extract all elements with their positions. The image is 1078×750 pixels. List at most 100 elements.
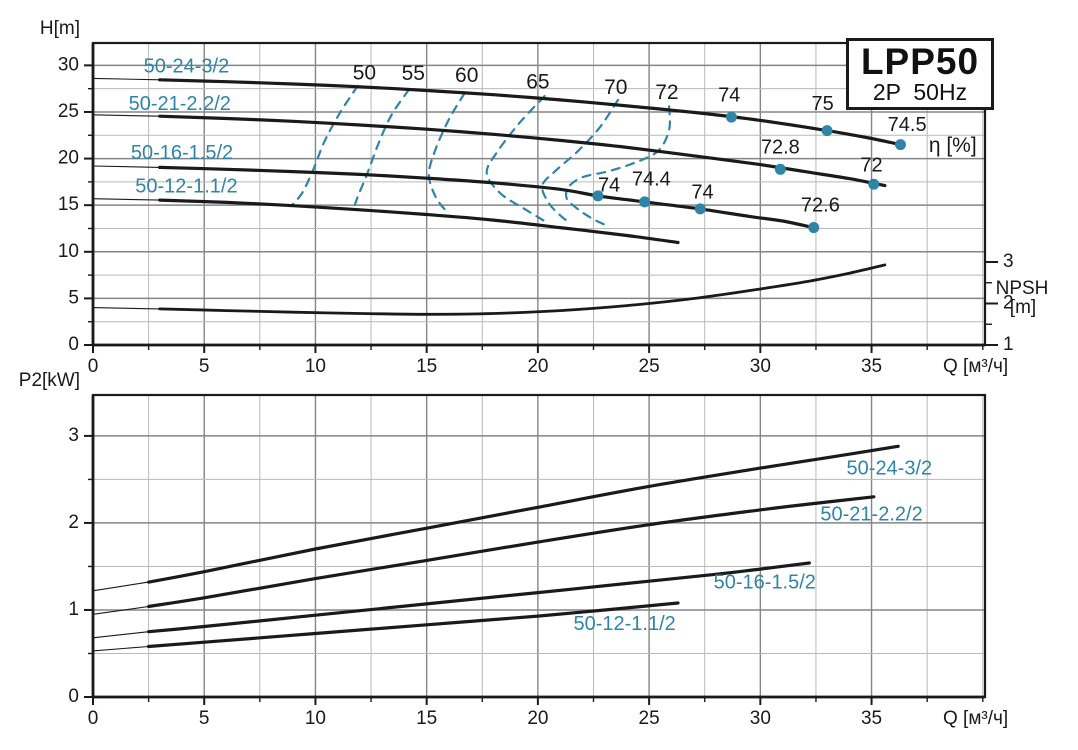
efficiency-contour-60 [427, 92, 466, 213]
x-axis-title: Q [м³/ч] [943, 708, 1008, 729]
y-tick-label: 25 [58, 101, 79, 122]
x-tick-label: 20 [527, 356, 548, 377]
efficiency-value-label: 72 [860, 154, 882, 176]
y-tick-label: 20 [58, 148, 79, 169]
model-title-box: LPP50 2P 50Hz [846, 38, 994, 110]
pump-curve-50-21-2.2/2 [147, 495, 876, 609]
efficiency-value-label: 74.5 [888, 114, 927, 136]
curve-leadin-50-16-1.5/2 [92, 165, 160, 168]
efficiency-contour-label: 50 [353, 61, 376, 84]
x-tick-label: 5 [199, 708, 210, 729]
y-tick-label: 30 [58, 54, 79, 75]
pump-model-name: LPP50 [860, 40, 980, 82]
x-tick-label: 5 [199, 356, 210, 377]
x-tick-label: 0 [88, 356, 99, 377]
pump-curve-50-24-3/2 [147, 444, 900, 584]
x-tick-label: 30 [750, 708, 771, 729]
curve-label-50-12-1.1/2: 50-12-1.1/2 [135, 175, 237, 197]
y-axis-title: P2[kW] [19, 370, 80, 391]
efficiency-contour-55 [352, 88, 410, 211]
x-tick-label: 10 [305, 356, 326, 377]
efficiency-contour-label: 72 [655, 81, 678, 104]
efficiency-value-label: 72.6 [801, 194, 840, 216]
grid [93, 395, 985, 697]
y-tick-label: 5 [68, 287, 79, 308]
efficiency-contours: 50 55 60 65 70 72 [289, 61, 679, 227]
efficiency-dot [868, 178, 880, 190]
efficiency-dot [894, 139, 906, 151]
efficiency-dot [694, 203, 706, 215]
efficiency-dot [808, 222, 820, 234]
x-tick-label: 30 [750, 356, 771, 377]
x-tick-label: 20 [527, 708, 548, 729]
efficiency-points: 74 75 74.5 72.8 72 74 74.4 74 72.6 [592, 84, 927, 234]
pump-curve-50-16-1.5/2 [158, 165, 816, 230]
npsh-curve-leadin [92, 307, 160, 310]
x-tick-label: 15 [416, 708, 437, 729]
y-tick-label: 1 [68, 599, 79, 620]
npsh-tick-label: 3 [1003, 251, 1014, 272]
efficiency-contour-65 [485, 95, 551, 225]
plot-frame [91, 393, 987, 699]
x-tick-label: 35 [861, 356, 882, 377]
curve-leadin-50-12-1.1/2 [92, 645, 149, 652]
curve-leadin-50-16-1.5/2 [92, 631, 149, 639]
efficiency-dot [639, 196, 651, 208]
efficiency-value-label: 74 [718, 84, 740, 106]
npsh-tick-label: 1 [1003, 334, 1014, 355]
curve-label-50-16-1.5/2: 50-16-1.5/2 [131, 142, 233, 164]
efficiency-contour-72 [564, 105, 672, 227]
curve-leadin-50-24-3/2 [92, 77, 160, 81]
curve-label-50-21-2.2/2: 50-21-2.2/2 [820, 503, 922, 525]
eta-axis-label: η [%] [929, 134, 977, 157]
pump-curve-50-12-1.1/2 [147, 601, 680, 649]
curve-leadin-50-21-2.2/2 [92, 114, 160, 117]
grid [93, 43, 985, 345]
head-chart: 50 55 60 65 70 7250-24-3/250-21-2.2/250-16-1.… [40, 18, 1049, 377]
x-tick-label: 15 [416, 356, 437, 377]
pump-curve-50-12-1.1/2 [158, 198, 680, 245]
efficiency-contour-label: 60 [455, 64, 478, 87]
curve-label-50-21-2.2/2: 50-21-2.2/2 [129, 93, 231, 115]
efficiency-value-label: 74 [691, 181, 713, 203]
curve-leadin-50-21-2.2/2 [92, 605, 149, 615]
npsh-curve [158, 263, 887, 316]
npsh-axis-title: NPSH [996, 278, 1049, 299]
y-axis-title: H[m] [40, 18, 80, 39]
efficiency-dot [774, 163, 786, 175]
curve-label-50-16-1.5/2: 50-16-1.5/2 [714, 571, 816, 593]
curve-label-50-24-3/2: 50-24-3/2 [847, 457, 933, 479]
pump-curve-50-16-1.5/2 [147, 561, 811, 634]
curve-leadin-50-24-3/2 [92, 581, 149, 592]
y-tick-label: 3 [68, 425, 79, 446]
npsh-tick-label: 2 [1003, 293, 1014, 314]
pump-model-spec: 2P 50Hz [872, 78, 968, 105]
x-tick-label: 35 [861, 708, 882, 729]
efficiency-dot [725, 111, 737, 123]
x-tick-label: 25 [639, 356, 660, 377]
y-tick-label: 0 [68, 686, 79, 707]
efficiency-dot [821, 125, 833, 137]
x-axis-title: Q [м³/ч] [943, 356, 1008, 377]
efficiency-value-label: 74.4 [632, 168, 671, 190]
efficiency-value-label: 72.8 [761, 137, 800, 159]
x-tick-label: 0 [88, 708, 99, 729]
pump-curve-50-21-2.2/2 [158, 114, 887, 188]
efficiency-dot [592, 190, 604, 202]
y-tick-label: 10 [58, 241, 79, 262]
npsh-axis-unit: [m] [1010, 297, 1036, 318]
x-tick-label: 10 [305, 708, 326, 729]
curve-label-50-24-3/2: 50-24-3/2 [144, 56, 230, 78]
y-tick-label: 2 [68, 512, 79, 533]
efficiency-value-label: 74 [598, 174, 620, 196]
y-tick-label: 15 [58, 194, 79, 215]
efficiency-contour-50 [289, 84, 359, 208]
efficiency-contour-70 [541, 98, 620, 224]
efficiency-value-label: 75 [811, 93, 833, 115]
efficiency-contour-label: 70 [604, 76, 627, 99]
efficiency-contour-label: 65 [526, 71, 549, 94]
power-chart: 50-24-3/2 50-21-2.2/2 50-16-1.5/2 50-12-1.1… [19, 370, 1008, 729]
efficiency-contour-label: 55 [402, 62, 425, 85]
